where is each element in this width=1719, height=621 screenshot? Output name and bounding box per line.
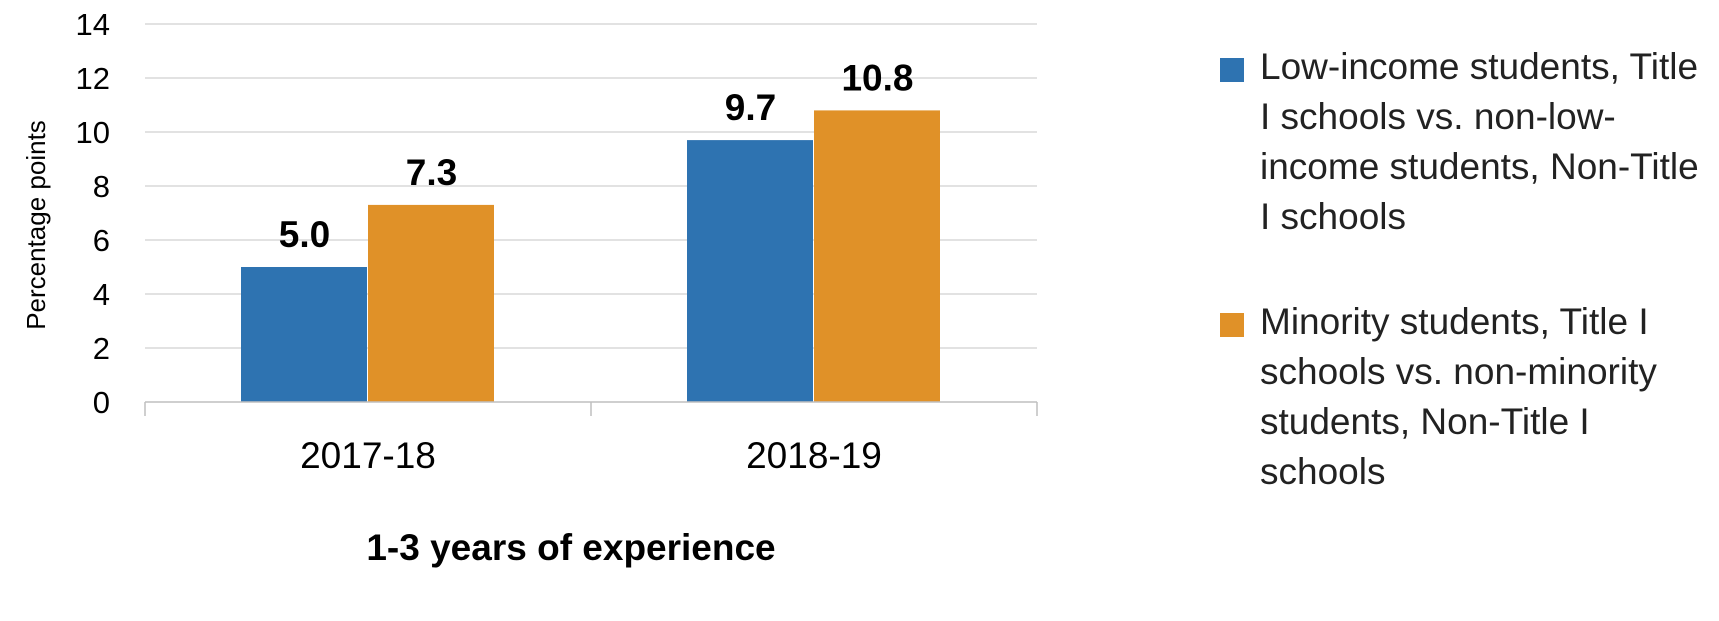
y-axis-label: Percentage points (21, 120, 51, 330)
data-label: 9.7 (725, 87, 776, 128)
y-tick-label: 6 (93, 223, 110, 258)
legend-swatch-low-income (1220, 58, 1244, 82)
y-tick-label: 0 (93, 385, 110, 420)
y-tick-label: 14 (76, 7, 110, 42)
data-label: 5.0 (279, 214, 330, 255)
legend-item-low-income: Low-income students, Title I schools vs.… (1220, 42, 1710, 242)
data-label: 10.8 (841, 57, 913, 98)
legend-label-minority: Minority students, Title I schools vs. n… (1260, 301, 1657, 492)
data-label: 7.3 (406, 152, 457, 193)
x-tick-label: 2018-19 (746, 435, 882, 476)
bar-2017-18-series-1 (368, 204, 494, 402)
legend-item-minority: Minority students, Title I schools vs. n… (1220, 297, 1710, 497)
x-axis: 2017-18 2018-19 (144, 401, 1038, 476)
bar-2018-19-series-0 (687, 140, 813, 402)
y-tick-label: 8 (93, 169, 110, 204)
x-tick-label: 2017-18 (300, 435, 436, 476)
y-tick-label: 2 (93, 331, 110, 366)
bars (241, 110, 940, 403)
y-tick-label: 10 (76, 115, 110, 150)
legend-label-low-income: Low-income students, Title I schools vs.… (1260, 46, 1699, 237)
y-tick-label: 4 (93, 277, 110, 312)
y-tick-label: 12 (76, 61, 110, 96)
data-labels: 5.0 7.3 9.7 10.8 (279, 57, 914, 255)
legend: Low-income students, Title I schools vs.… (1220, 42, 1710, 497)
x-axis-label: 1-3 years of experience (366, 527, 775, 568)
legend-swatch-minority (1220, 313, 1244, 337)
y-axis-ticks: 0 2 4 6 8 10 12 14 (76, 7, 110, 420)
bar-2018-19-series-1 (814, 110, 940, 403)
bar-2017-18-series-0 (241, 267, 367, 402)
